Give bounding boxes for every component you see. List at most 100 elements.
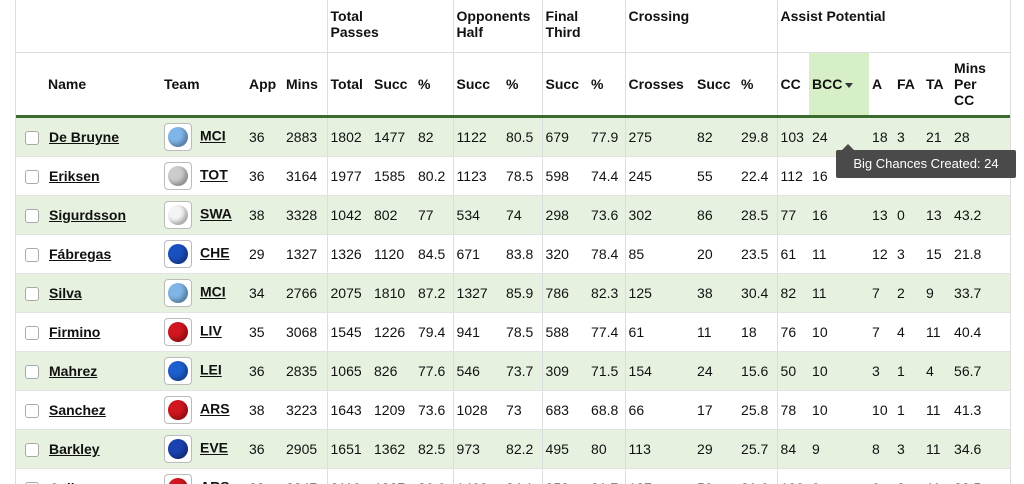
- column-label[interactable]: CC: [780, 76, 801, 92]
- table-cell: 1327: [283, 234, 327, 274]
- column-label[interactable]: FA: [897, 76, 915, 92]
- team-link[interactable]: MCI: [200, 283, 226, 300]
- player-link[interactable]: Eriksen: [49, 167, 100, 184]
- column-header[interactable]: %: [503, 52, 543, 118]
- column-label[interactable]: Succ: [456, 76, 490, 92]
- row-checkbox[interactable]: [25, 287, 39, 302]
- column-header[interactable]: Crosses: [624, 52, 695, 118]
- column-header[interactable]: A: [869, 52, 895, 118]
- column-header[interactable]: %: [738, 52, 778, 118]
- table-cell: 11: [809, 234, 870, 274]
- row-checkbox[interactable]: [25, 443, 39, 458]
- column-header[interactable]: App: [246, 52, 283, 118]
- table-cell: 9: [809, 429, 870, 469]
- column-label[interactable]: Succ: [545, 76, 579, 92]
- cell-value: 973: [456, 441, 480, 457]
- table-cell: Mahrez: [16, 351, 161, 391]
- cell-value: 16: [812, 168, 828, 184]
- team-link[interactable]: CHE: [200, 244, 230, 261]
- player-link[interactable]: Fábregas: [49, 245, 112, 262]
- column-label[interactable]: Mins: [286, 76, 318, 92]
- cell-value: 50: [780, 363, 797, 379]
- column-label[interactable]: Crosses: [628, 76, 684, 92]
- column-header[interactable]: Succ: [371, 52, 415, 118]
- column-header[interactable]: BCC: [809, 52, 870, 118]
- column-header[interactable]: Total: [326, 52, 371, 118]
- row-checkbox[interactable]: [25, 326, 39, 341]
- table-cell: LIV: [161, 312, 246, 352]
- row-checkbox[interactable]: [25, 131, 39, 146]
- column-label[interactable]: Succ: [697, 76, 731, 92]
- table-cell: 29: [246, 234, 283, 274]
- column-label[interactable]: Mins Per CC: [954, 60, 986, 108]
- column-label[interactable]: %: [741, 76, 754, 92]
- column-header[interactable]: Succ: [541, 52, 589, 118]
- table-cell: 1977: [326, 156, 371, 196]
- row-checkbox[interactable]: [25, 170, 39, 185]
- team-link[interactable]: LEI: [200, 361, 222, 378]
- cell-value: 33.7: [954, 285, 982, 301]
- cell-value: 2905: [286, 441, 318, 457]
- column-header[interactable]: FA: [894, 52, 924, 118]
- stats-table: Total Passes Opponents Half Final Third …: [16, 0, 1010, 484]
- team-link[interactable]: LIV: [200, 322, 222, 339]
- column-label[interactable]: %: [591, 76, 604, 92]
- team-link[interactable]: EVE: [200, 439, 229, 456]
- cell-value: 77.4: [591, 324, 619, 340]
- team-link[interactable]: ARS: [200, 400, 230, 417]
- player-link[interactable]: Ozil: [49, 480, 75, 484]
- column-header[interactable]: TA: [923, 52, 952, 118]
- player-link[interactable]: De Bruyne: [49, 128, 120, 145]
- column-header[interactable]: Succ: [452, 52, 504, 118]
- team-badge: [164, 240, 192, 268]
- row-checkbox[interactable]: [25, 404, 39, 419]
- team-link[interactable]: TOT: [200, 166, 228, 183]
- column-header[interactable]: CC: [776, 52, 810, 118]
- player-link[interactable]: Silva: [49, 284, 82, 301]
- table-cell: 79.4: [415, 312, 454, 352]
- column-header[interactable]: Succ: [694, 52, 739, 118]
- column-label[interactable]: %: [506, 76, 519, 92]
- column-header[interactable]: Mins: [283, 52, 327, 118]
- team-badge: [164, 435, 192, 463]
- team-link[interactable]: SWA: [200, 205, 232, 222]
- table-cell: 11: [923, 312, 952, 352]
- table-cell: 1403: [452, 468, 504, 484]
- column-label[interactable]: App: [249, 76, 277, 92]
- column-label[interactable]: BCC: [812, 76, 843, 92]
- column-label[interactable]: A: [872, 76, 883, 92]
- column-label: Team: [164, 76, 200, 92]
- table-cell: EVE: [161, 429, 246, 469]
- column-label[interactable]: TA: [926, 76, 944, 92]
- table-cell: 3164: [283, 156, 327, 196]
- player-link[interactable]: Mahrez: [49, 362, 98, 379]
- cell-value: 588: [545, 324, 569, 340]
- row-checkbox[interactable]: [25, 482, 39, 484]
- column-header: Name: [16, 52, 161, 118]
- row-checkbox[interactable]: [25, 248, 39, 263]
- table-cell: 85.9: [503, 273, 543, 313]
- team-badge-color: [168, 439, 188, 459]
- column-label[interactable]: %: [418, 76, 431, 92]
- table-cell: Sanchez: [16, 390, 161, 430]
- player-link[interactable]: Firmino: [49, 323, 101, 340]
- cell-value: 1327: [286, 246, 318, 262]
- column-label[interactable]: Total: [330, 76, 363, 92]
- team-link[interactable]: ARS: [200, 479, 230, 484]
- team-link[interactable]: MCI: [200, 127, 226, 144]
- table-cell: 85: [624, 234, 695, 274]
- player-link[interactable]: Barkley: [49, 440, 100, 457]
- column-header[interactable]: %: [588, 52, 626, 118]
- player-link[interactable]: Sanchez: [49, 401, 106, 418]
- cell-value: 23.5: [741, 246, 769, 262]
- row-checkbox[interactable]: [25, 209, 39, 224]
- column-header[interactable]: %: [415, 52, 454, 118]
- column-header[interactable]: Mins Per CC: [951, 52, 1010, 118]
- row-checkbox[interactable]: [25, 365, 39, 380]
- cell-value: 534: [456, 207, 480, 223]
- player-link[interactable]: Sigurdsson: [49, 206, 127, 223]
- column-label[interactable]: Succ: [374, 76, 408, 92]
- table-cell: 13: [869, 195, 895, 235]
- cell-value: 3: [897, 441, 905, 457]
- table-cell: 858: [541, 468, 589, 484]
